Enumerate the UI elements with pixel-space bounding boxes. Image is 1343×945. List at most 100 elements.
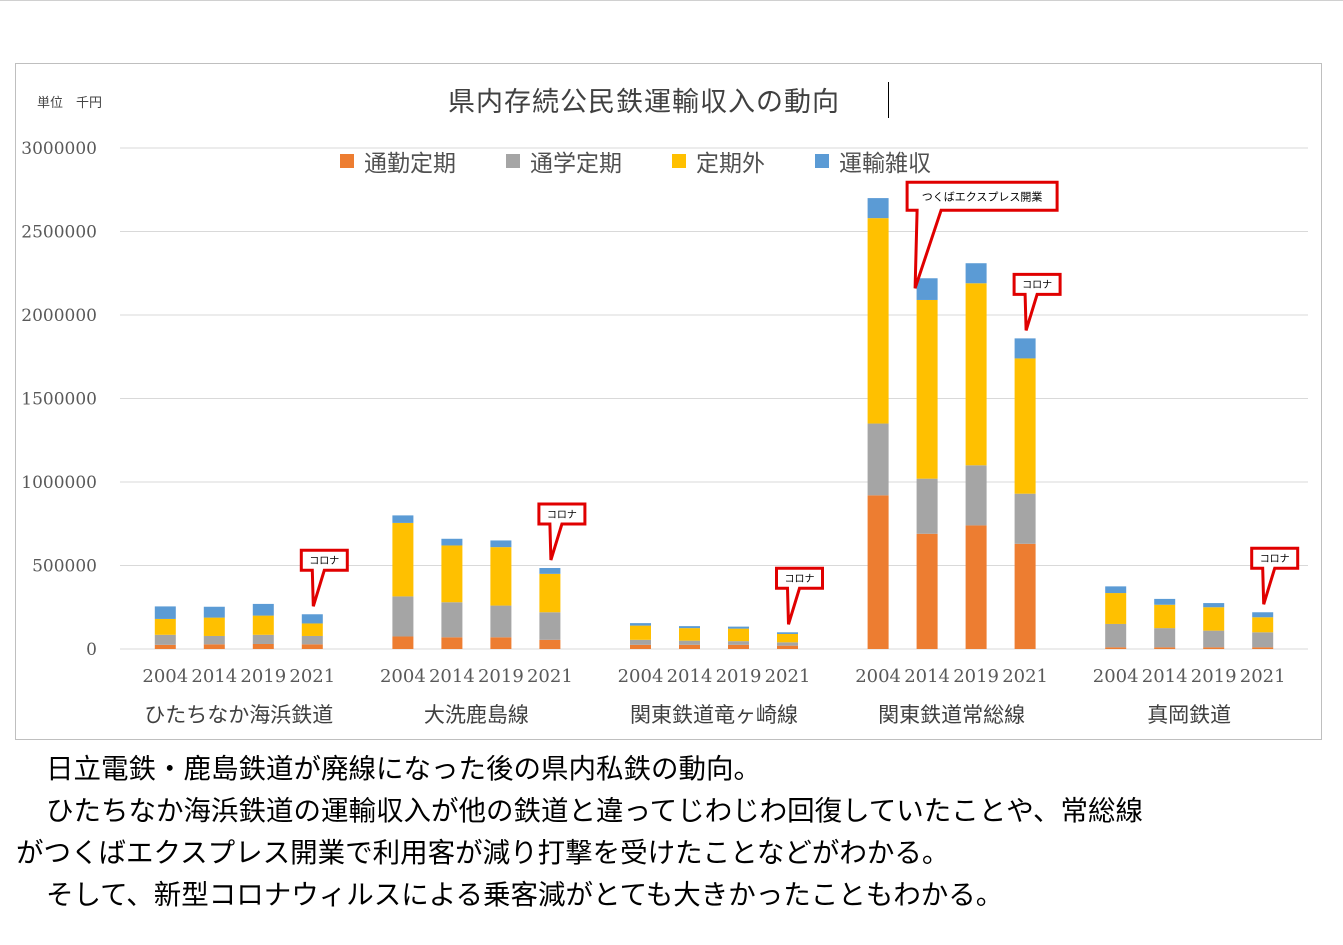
legend-label: 通学定期 — [530, 151, 622, 177]
callout-text: コロナ — [785, 573, 815, 585]
x-tick-label: 2019 — [240, 666, 286, 687]
bar-segment — [1154, 628, 1176, 648]
bar-segment — [1154, 604, 1176, 629]
bar-segment — [1252, 612, 1274, 618]
bar-segment — [252, 615, 274, 635]
bar-segment — [1252, 632, 1274, 648]
legend-item-non-pass: 定期外 — [672, 144, 765, 178]
bar-segment — [154, 618, 176, 635]
bar-segment — [301, 635, 323, 645]
x-tick-label: 2014 — [667, 666, 713, 687]
bar-segment — [203, 644, 225, 649]
x-tick-label: 2004 — [142, 666, 188, 687]
legend-label: 通勤定期 — [364, 151, 456, 177]
bar-segment — [203, 635, 225, 645]
x-tick-label: 2021 — [289, 666, 335, 687]
callout-box — [775, 566, 824, 625]
bar-segment — [441, 602, 463, 638]
callout-box — [537, 502, 587, 561]
bar-segment — [252, 603, 274, 616]
bar-segment — [965, 263, 987, 284]
y-tick-label: 0 — [86, 640, 97, 660]
bar-segment — [965, 465, 987, 526]
bar-segment — [965, 525, 987, 649]
group-label: 関東鉄道常総線 — [878, 703, 1025, 727]
bar-segment — [154, 644, 176, 649]
bar-segment — [630, 625, 651, 640]
bar-segment — [867, 198, 889, 219]
x-tick-label: 2019 — [953, 666, 999, 687]
bar-segment — [539, 568, 561, 574]
bar-segment — [1203, 603, 1225, 608]
bar-segment — [441, 637, 463, 649]
legend-swatch — [672, 154, 686, 168]
bar-segment — [539, 639, 561, 649]
unit-label: 単位 千円 — [37, 96, 103, 111]
callout: コロナ — [299, 548, 349, 607]
bar-segment — [203, 617, 225, 636]
group-label: 関東鉄道竜ヶ崎線 — [630, 703, 798, 727]
x-tick-label: 2004 — [1093, 666, 1139, 687]
bar-segment — [301, 614, 323, 624]
group-label: 大洗鹿島線 — [424, 703, 529, 727]
bar-segment — [1105, 586, 1127, 594]
bar-segment — [777, 645, 798, 649]
legend-label: 定期外 — [696, 151, 765, 177]
callout: コロナ — [1250, 546, 1300, 605]
x-tick-label: 2019 — [716, 666, 762, 687]
body-paragraph-1: 日立電鉄・鹿島鉄道が廃線になった後の県内私鉄の動向。 — [46, 753, 761, 785]
legend-label: 運輸雑収 — [839, 151, 931, 177]
bar-segment — [1014, 338, 1036, 359]
group-label: 真岡鉄道 — [1147, 703, 1231, 727]
x-tick-label: 2021 — [1240, 666, 1286, 687]
legend-swatch — [340, 154, 354, 168]
bar-segment — [203, 606, 225, 618]
body-text: 日立電鉄・鹿島鉄道が廃線になった後の県内私鉄の動向。 ひたちなか海浜鉄道の運輸収… — [16, 748, 1336, 916]
group-label: ひたちなか海浜鉄道 — [144, 703, 333, 727]
bar-segment — [916, 478, 938, 534]
bar-segment — [867, 495, 889, 649]
y-tick-label: 500000 — [32, 557, 97, 577]
callout-text: コロナ — [547, 509, 577, 521]
legend-item-school: 通学定期 — [506, 144, 622, 178]
body-paragraph-3: そして、新型コロナウィルスによる乗客減がとても大きかったこともわかる。 — [46, 879, 1004, 911]
callout: コロナ — [775, 566, 824, 625]
bar-segment — [441, 545, 463, 603]
legend-swatch — [815, 154, 829, 168]
bar-segment — [916, 299, 938, 479]
bar-segment — [539, 612, 561, 640]
bar-segment — [630, 623, 651, 626]
x-tick-label: 2014 — [191, 666, 237, 687]
x-tick-label: 2019 — [1191, 666, 1237, 687]
chart-title: 県内存続公民鉄運輸収入の動向 — [448, 87, 840, 118]
bar-segment — [965, 283, 987, 466]
bar-segment — [490, 605, 512, 638]
callout-box — [299, 548, 349, 607]
callout: コロナ — [537, 502, 587, 561]
bar-segment — [1105, 593, 1127, 624]
x-tick-label: 2014 — [429, 666, 475, 687]
bar-segment — [539, 573, 561, 613]
legend: 通勤定期 通学定期 定期外 運輸雑収 — [340, 144, 981, 178]
legend-swatch — [506, 154, 520, 168]
y-tick-label: 3000000 — [21, 139, 97, 159]
bar-segment — [1014, 543, 1036, 649]
callout-box — [1012, 272, 1062, 331]
bar-segment — [679, 626, 700, 629]
x-tick-label: 2014 — [904, 666, 950, 687]
bar-segment — [728, 641, 749, 645]
bar-segment — [252, 634, 274, 644]
x-tick-label: 2004 — [618, 666, 664, 687]
bar-segment — [154, 606, 176, 619]
y-tick-label: 1500000 — [21, 390, 97, 410]
bar-segment — [441, 538, 463, 546]
y-tick-label: 1000000 — [21, 473, 97, 493]
body-paragraph-2-cont: がつくばエクスプレス開業で利用客が減り打撃を受けたことなどがわかる。 — [16, 837, 950, 869]
bar-segment — [867, 218, 889, 424]
bar-segment — [679, 640, 700, 645]
bar-segment — [728, 644, 749, 649]
bar-segment — [1014, 358, 1036, 494]
bar-segment — [301, 644, 323, 649]
bar-segment — [490, 547, 512, 606]
bar-segment — [1105, 623, 1127, 648]
